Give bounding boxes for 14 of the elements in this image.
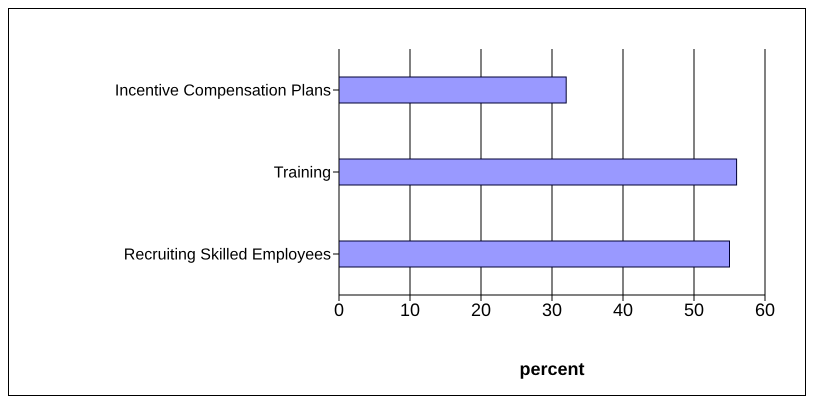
y-tick-label: Recruiting Skilled Employees <box>124 246 331 264</box>
x-tick-label: 20 <box>470 300 492 320</box>
x-tick-label: 50 <box>684 300 704 320</box>
y-tick-label: Training <box>274 164 331 182</box>
x-axis-title: percent <box>519 359 585 379</box>
x-tick-label: 40 <box>612 300 634 320</box>
y-tick-label: Incentive Compensation Plans <box>114 82 331 100</box>
x-tick-label: 10 <box>400 300 420 320</box>
x-tick-label: 30 <box>542 300 562 320</box>
bar <box>339 158 738 186</box>
x-tick-label: 0 <box>334 300 344 320</box>
bar <box>339 240 730 268</box>
x-tick-label: 60 <box>754 300 776 320</box>
bar <box>339 76 567 104</box>
